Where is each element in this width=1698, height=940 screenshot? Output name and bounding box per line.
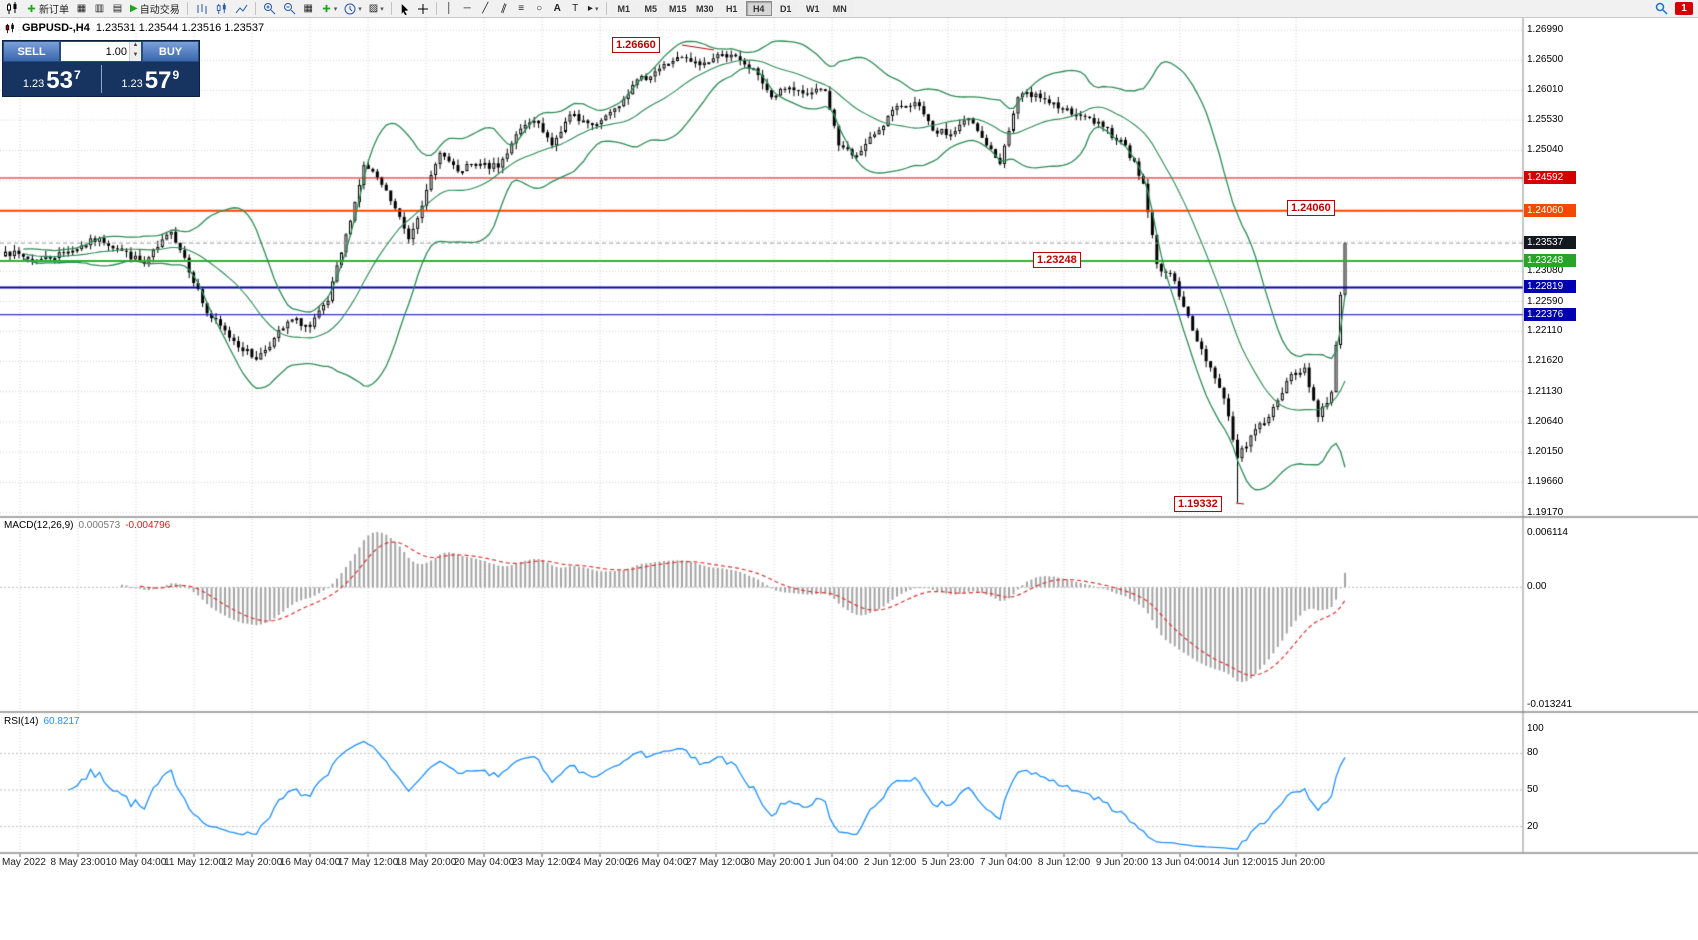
one-click-trading-panel: SELL ▲ ▼ BUY 1.23 53 7 1.23 57 9: [2, 40, 200, 97]
line-chart-type-button[interactable]: [232, 1, 251, 16]
arrows-button[interactable]: ▸ ▾: [585, 1, 602, 16]
notifications-badge: 1: [1675, 2, 1693, 15]
cursor-icon: [401, 3, 408, 15]
volume-spinner: ▲ ▼: [129, 42, 141, 61]
volume-control: ▲ ▼: [60, 41, 142, 62]
sell-price-prefix: 1.23: [22, 77, 45, 90]
text-label-button[interactable]: T: [567, 1, 584, 16]
buy-price-sup: 9: [172, 68, 180, 82]
candle-chart-icon: [216, 2, 226, 14]
volume-input[interactable]: [61, 42, 129, 61]
toolbar-separator: [605, 2, 607, 15]
candle-chart-type-button[interactable]: [212, 1, 231, 16]
channel-button[interactable]: ∥: [495, 1, 512, 16]
sell-price[interactable]: 1.23 53 7: [3, 62, 101, 96]
buy-button[interactable]: BUY: [142, 41, 199, 62]
price-divider: [100, 65, 102, 93]
toolbar-separator: [186, 2, 188, 15]
zoom-in-button[interactable]: [260, 1, 279, 16]
ellipse-button[interactable]: ○: [531, 1, 548, 16]
navigator-icon: ▤: [112, 2, 123, 14]
add-indicator-icon: [322, 4, 330, 13]
chevron-down-icon: ▾: [333, 5, 338, 13]
tile-windows-button[interactable]: ▦: [300, 1, 317, 16]
tab-m30[interactable]: M30: [691, 1, 718, 16]
hline-icon: ─: [463, 2, 471, 14]
chevron-down-icon: ▾: [380, 5, 384, 13]
zoom-out-icon: [283, 3, 296, 15]
new-order-label: 新订单: [39, 5, 69, 16]
buy-price[interactable]: 1.23 57 9: [102, 62, 200, 96]
buy-price-big: 57: [144, 67, 172, 95]
play-icon: ▶: [130, 2, 138, 14]
sell-price-big: 53: [46, 67, 73, 95]
chevron-down-icon: ▾: [358, 5, 362, 13]
fibonacci-icon: ≡: [518, 2, 525, 14]
zoom-in-icon: [263, 3, 276, 15]
volume-up-button[interactable]: ▲: [130, 42, 141, 52]
templates-button[interactable]: ▨ ▾: [366, 1, 387, 16]
toolbar-separator: [254, 2, 256, 15]
charts-grid-icon: ▦: [76, 2, 87, 14]
mini-candles-icon: [7, 2, 17, 14]
price-annotation[interactable]: 1.26660: [612, 37, 660, 53]
chart-window-icon[interactable]: [2, 1, 22, 16]
vertical-line-button[interactable]: │: [441, 1, 458, 16]
sell-price-sup: 7: [73, 68, 81, 82]
tab-d1[interactable]: D1: [772, 1, 799, 16]
text-label-icon: T: [572, 2, 579, 14]
tab-mn[interactable]: MN: [826, 1, 853, 16]
arrow-object-icon: ▸: [587, 2, 593, 14]
toolbar-separator: [435, 2, 437, 15]
tile-windows-icon: ▦: [303, 2, 313, 14]
price-annotation[interactable]: 1.19332: [1174, 496, 1222, 512]
clock-icon: [344, 3, 356, 14]
market-watch-icon: ▥: [94, 2, 105, 14]
line-chart-icon: [235, 4, 248, 13]
search-button[interactable]: [1652, 1, 1671, 16]
buy-price-prefix: 1.23: [121, 77, 143, 90]
fibonacci-button[interactable]: ≡: [513, 1, 530, 16]
autotrading-label: 自动交易: [139, 5, 180, 16]
sell-button[interactable]: SELL: [3, 41, 60, 62]
text-icon: A: [553, 2, 561, 14]
horizontal-line-button[interactable]: ─: [459, 1, 476, 16]
notifications-button[interactable]: 1: [1672, 1, 1696, 16]
chevron-down-icon: ▾: [594, 5, 599, 13]
tab-h4[interactable]: H4: [745, 1, 772, 16]
vline-icon: │: [446, 2, 453, 14]
crosshair-button[interactable]: [414, 1, 432, 16]
charts-grid-button[interactable]: ▦: [73, 1, 90, 16]
tab-w1[interactable]: W1: [799, 1, 826, 16]
plus-icon: [27, 4, 36, 13]
price-annotation[interactable]: 1.23248: [1033, 252, 1081, 268]
indicators-button[interactable]: ▾: [318, 1, 341, 16]
market-watch-button[interactable]: ▥: [91, 1, 108, 16]
autotrading-button[interactable]: ▶ 自动交易: [127, 1, 183, 16]
periods-button[interactable]: ▾: [341, 1, 365, 16]
ellipse-icon: ○: [536, 2, 543, 14]
navigator-button[interactable]: ▤: [109, 1, 126, 16]
tab-m1[interactable]: M1: [610, 1, 637, 16]
toolbar: 新订单 ▦ ▥ ▤ ▶ 自动交易 ▦ ▾ ▾ ▨ ▾ │ ─ ╱ ∥ ≡ ○ A: [0, 0, 1698, 18]
volume-down-button[interactable]: ▼: [130, 51, 141, 61]
templates-icon: ▨: [368, 2, 379, 14]
trendline-icon: ╱: [482, 2, 489, 14]
bar-chart-type-button[interactable]: [192, 1, 211, 16]
tab-h1[interactable]: H1: [718, 1, 745, 16]
text-button[interactable]: A: [549, 1, 566, 16]
trendline-button[interactable]: ╱: [477, 1, 494, 16]
crosshair-icon: [417, 3, 428, 14]
tab-m15[interactable]: M15: [664, 1, 691, 16]
cursor-button[interactable]: [396, 1, 413, 16]
search-icon: [1655, 2, 1668, 15]
channel-icon: ∥: [499, 2, 508, 15]
tab-m5[interactable]: M5: [637, 1, 664, 16]
toolbar-separator: [390, 2, 392, 15]
new-order-button[interactable]: 新订单: [23, 1, 72, 16]
zoom-out-button[interactable]: [280, 1, 299, 16]
price-annotation[interactable]: 1.24060: [1287, 200, 1335, 216]
bar-chart-icon: [197, 3, 207, 14]
